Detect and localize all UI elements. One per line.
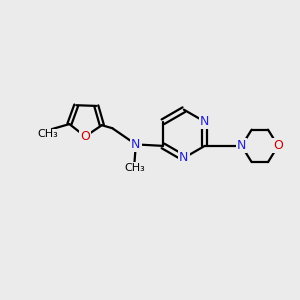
Text: CH₃: CH₃ xyxy=(124,163,145,173)
Text: O: O xyxy=(273,140,283,152)
Text: CH₃: CH₃ xyxy=(37,129,58,140)
Text: N: N xyxy=(131,138,141,151)
Text: N: N xyxy=(179,152,188,164)
Text: N: N xyxy=(200,115,209,128)
Text: N: N xyxy=(237,140,246,152)
Text: O: O xyxy=(80,130,90,143)
